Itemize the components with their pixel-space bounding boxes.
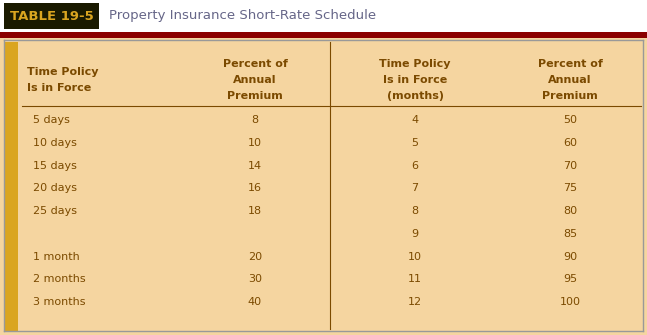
Text: 18: 18 [248, 206, 262, 216]
Bar [4, 42, 18, 331]
Text: Premium: Premium [227, 91, 283, 101]
Text: 14: 14 [248, 160, 262, 171]
Text: 7: 7 [411, 183, 419, 193]
Text: (months): (months) [386, 91, 443, 101]
Text: 10: 10 [408, 252, 422, 262]
Text: Annual: Annual [234, 75, 277, 85]
Text: Percent of: Percent of [538, 59, 602, 69]
Text: 85: 85 [563, 229, 577, 239]
Text: 8: 8 [411, 206, 419, 216]
Text: 2 months: 2 months [33, 274, 85, 284]
Text: 6: 6 [411, 160, 419, 171]
Text: Time Policy: Time Policy [27, 67, 98, 77]
Text: 70: 70 [563, 160, 577, 171]
Text: 12: 12 [408, 297, 422, 307]
Bar [0, 32, 647, 38]
Text: 25 days: 25 days [33, 206, 77, 216]
Text: 1 month: 1 month [33, 252, 80, 262]
Text: 20: 20 [248, 252, 262, 262]
Text: 9: 9 [411, 229, 419, 239]
Text: TABLE 19-5: TABLE 19-5 [10, 9, 93, 22]
Text: 4: 4 [411, 115, 419, 125]
Text: 16: 16 [248, 183, 262, 193]
Text: Is in Force: Is in Force [27, 83, 91, 93]
Text: 80: 80 [563, 206, 577, 216]
Bar [0, 0, 647, 32]
Text: 10: 10 [248, 138, 262, 148]
Text: Annual: Annual [548, 75, 592, 85]
Text: 5 days: 5 days [33, 115, 70, 125]
Text: 3 months: 3 months [33, 297, 85, 307]
Text: 20 days: 20 days [33, 183, 77, 193]
Text: 100: 100 [560, 297, 580, 307]
Text: 8: 8 [252, 115, 259, 125]
Text: Is in Force: Is in Force [383, 75, 447, 85]
Text: 95: 95 [563, 274, 577, 284]
Text: Premium: Premium [542, 91, 598, 101]
Text: 30: 30 [248, 274, 262, 284]
Text: 60: 60 [563, 138, 577, 148]
Text: 75: 75 [563, 183, 577, 193]
Text: 50: 50 [563, 115, 577, 125]
Text: 15 days: 15 days [33, 160, 77, 171]
Text: 40: 40 [248, 297, 262, 307]
Text: 11: 11 [408, 274, 422, 284]
Bar [0, 38, 647, 335]
Text: 5: 5 [411, 138, 419, 148]
Bar [4, 3, 99, 29]
Text: Property Insurance Short-Rate Schedule: Property Insurance Short-Rate Schedule [109, 9, 376, 22]
Text: Time Policy: Time Policy [379, 59, 451, 69]
Text: 10 days: 10 days [33, 138, 77, 148]
Text: 90: 90 [563, 252, 577, 262]
Text: Percent of: Percent of [223, 59, 287, 69]
